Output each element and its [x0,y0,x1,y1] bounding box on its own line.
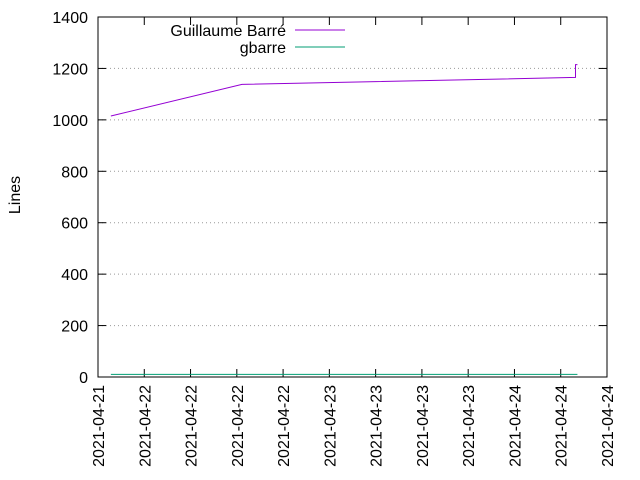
y-tick-label: 200 [61,319,88,336]
series-line [110,64,578,117]
y-tick-label: 1400 [52,10,88,27]
x-tick-label: 2021-04-24 [554,385,571,467]
x-tick-label: 2021-04-21 [91,385,108,467]
y-tick-label: 1000 [52,113,88,130]
x-tick-label: 2021-04-23 [461,385,478,467]
x-tick-label: 2021-04-22 [137,385,154,467]
x-tick-label: 2021-04-23 [415,385,432,467]
y-tick-label: 1200 [52,61,88,78]
legend-label: Guillaume Barré [170,23,286,40]
x-tick-label: 2021-04-24 [507,385,524,467]
x-tick-label: 2021-04-22 [230,385,247,467]
legend-label: gbarre [240,40,286,57]
plot-border [97,16,608,378]
x-tick-label: 2021-04-23 [322,385,339,467]
y-tick-label: 400 [61,267,88,284]
x-tick-label: 2021-04-23 [369,385,386,467]
x-tick-label: 2021-04-24 [600,385,617,467]
y-tick-label: 600 [61,216,88,233]
y-tick-label: 0 [79,370,88,387]
x-tick-label: 2021-04-22 [184,385,201,467]
y-axis-label: Lines [7,176,24,214]
x-tick-label: 2021-04-22 [276,385,293,467]
y-tick-label: 800 [61,164,88,181]
